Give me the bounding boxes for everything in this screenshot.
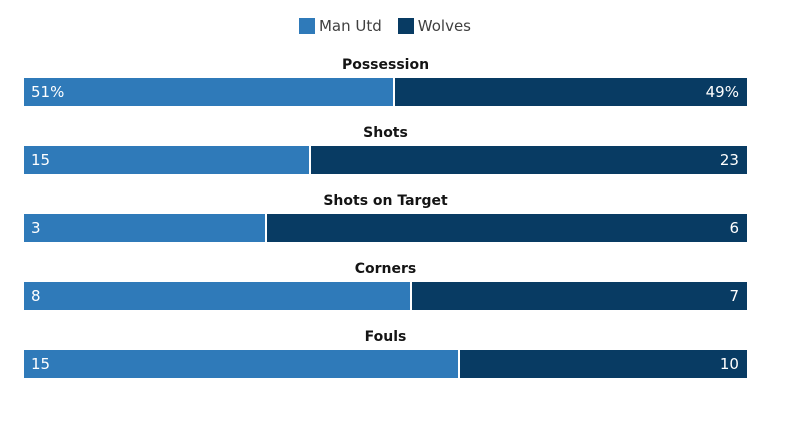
stat-bar: 15 10	[24, 350, 747, 378]
stat-row: Fouls 15 10	[24, 326, 747, 394]
stat-row: Shots on Target 3 6	[24, 190, 747, 258]
legend-swatch-away	[397, 18, 414, 34]
stat-label: Corners	[354, 261, 417, 277]
stat-label: Fouls	[364, 329, 407, 345]
stat-row: Shots 15 23	[24, 122, 747, 190]
bar-segment-away: 7	[409, 282, 747, 310]
stat-row: Possession 51% 49%	[24, 54, 747, 122]
stat-bar: 15 23	[24, 146, 747, 174]
legend-item-away: Wolves	[397, 17, 471, 35]
stat-row: Corners 8 7	[24, 258, 747, 326]
match-stats-chart: Possession 51% 49% Shots 15 23 Shots on Target…	[24, 54, 747, 394]
bar-segment-away: 10	[457, 350, 747, 378]
stat-bar: 51% 49%	[24, 78, 747, 106]
legend-label-home: Man Utd	[318, 17, 382, 35]
bar-segment-home: 8	[24, 282, 410, 310]
bar-segment-home: 15	[24, 350, 458, 378]
legend-item-home: Man Utd	[298, 17, 382, 35]
chart-legend: Man Utd Wolves	[0, 17, 770, 35]
bar-segment-home: 15	[24, 146, 310, 174]
bar-segment-away: 6	[265, 214, 747, 242]
stat-label: Shots on Target	[323, 193, 448, 209]
stat-label: Shots	[363, 125, 408, 141]
bar-segment-away: 49%	[392, 78, 747, 106]
bar-segment-away: 23	[309, 146, 747, 174]
bar-segment-home: 3	[24, 214, 265, 242]
bar-segment-home: 51%	[24, 78, 393, 106]
legend-label-away: Wolves	[417, 17, 471, 35]
legend-swatch-home	[298, 18, 315, 34]
stat-label: Possession	[341, 57, 430, 73]
